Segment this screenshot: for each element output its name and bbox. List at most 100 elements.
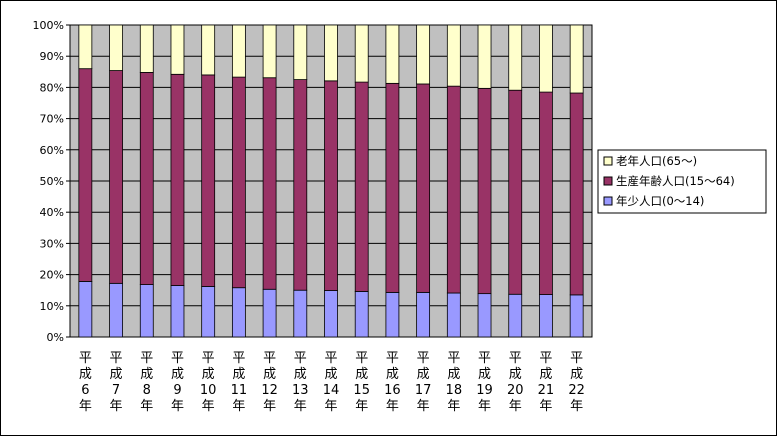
x-category-label-char: 成 — [294, 367, 307, 382]
bar-segment-series-0-cat-4 — [201, 286, 216, 338]
x-category-label-char: 年 — [447, 399, 460, 414]
bar-segment-series-1-cat-12 — [446, 85, 461, 294]
x-category-label-char: 平 — [324, 351, 337, 366]
x-category-label-char: 年 — [202, 399, 215, 414]
x-category-label-char: 平 — [355, 351, 368, 366]
x-category-label-char: 成 — [509, 367, 522, 382]
bar-segment-series-2-cat-6 — [262, 24, 277, 79]
bar-segment-series-2-cat-8 — [324, 24, 338, 82]
bar-segment-series-0-cat-1 — [109, 282, 123, 338]
bar-segment-series-2-cat-2 — [139, 24, 154, 73]
x-category-label-char: 成 — [447, 367, 460, 382]
bar-segment-series-2-cat-5 — [231, 24, 246, 78]
x-category-label-char: 成 — [79, 367, 92, 382]
x-category-label-char: 平 — [447, 351, 460, 366]
x-category-label-char: 平 — [171, 351, 184, 366]
y-tick-label: 60% — [40, 144, 64, 157]
bar-segment-series-2-cat-7 — [293, 24, 308, 80]
bar-segment-series-2-cat-9 — [354, 24, 369, 83]
x-category-label-char: 年 — [110, 399, 123, 414]
bar-segment-series-1-cat-0 — [78, 68, 93, 282]
bar-segment-series-1-cat-13 — [477, 87, 492, 295]
bar-segment-series-2-cat-16 — [569, 24, 584, 94]
bar-segment-series-0-cat-15 — [539, 294, 553, 338]
bar-segment-series-1-cat-2 — [139, 72, 154, 285]
bar-segment-series-1-cat-5 — [231, 76, 246, 289]
x-category-label-char: 17 — [415, 383, 432, 398]
x-category-label-char: 年 — [263, 399, 276, 414]
x-category-label-char: 成 — [539, 367, 552, 382]
x-category-label-char: 年 — [324, 399, 337, 414]
bar-segment-series-2-cat-4 — [201, 24, 216, 76]
x-category-label-char: 成 — [140, 367, 153, 382]
bar-segment-series-1-cat-16 — [569, 92, 584, 296]
y-tick-label: 30% — [40, 237, 64, 250]
bar-segment-series-0-cat-9 — [354, 291, 369, 338]
bar-segment-series-2-cat-10 — [385, 24, 400, 84]
y-tick-label: 50% — [40, 175, 64, 188]
y-tick-label: 10% — [40, 300, 64, 313]
bar-segment-series-2-cat-13 — [477, 24, 492, 89]
y-tick-label: 80% — [40, 81, 64, 94]
bar-segment-series-2-cat-15 — [539, 24, 553, 93]
x-category-label-char: 平 — [539, 351, 552, 366]
x-category-label-char: 平 — [478, 351, 491, 366]
bar-segment-series-0-cat-2 — [139, 284, 154, 338]
x-category-label-char: 10 — [200, 383, 217, 398]
x-category-label-char: 21 — [538, 383, 555, 398]
x-category-label-char: 平 — [509, 351, 522, 366]
bar-segment-series-2-cat-0 — [78, 24, 93, 70]
y-axis-tick-labels: 0% 10% 20% 30% 40% 50% 60% 70% 80% 90% 100% — [33, 19, 70, 344]
legend-box — [597, 149, 767, 214]
x-category-label-char: 年 — [140, 399, 153, 414]
x-category-label-char: 年 — [417, 399, 430, 414]
x-category-label-char: 成 — [386, 367, 399, 382]
x-category-label-char: 成 — [478, 367, 491, 382]
bar-segment-series-1-cat-15 — [539, 91, 553, 295]
x-category-label-char: 年 — [294, 399, 307, 414]
x-category-label-char: 成 — [171, 367, 184, 382]
x-category-label-char: 年 — [232, 399, 245, 414]
x-category-label-char: 11 — [231, 383, 248, 398]
bar-segment-series-0-cat-13 — [477, 293, 492, 338]
x-category-label-char: 年 — [355, 399, 368, 414]
x-category-label-char: 年 — [478, 399, 491, 414]
x-category-label-char: 成 — [232, 367, 245, 382]
x-category-label-char: 成 — [263, 367, 276, 382]
bar-segment-series-0-cat-12 — [446, 292, 461, 338]
bar-segment-series-0-cat-5 — [231, 287, 246, 338]
x-category-label-char: 9 — [173, 383, 181, 398]
x-category-label-char: 成 — [324, 367, 337, 382]
x-category-label-char: 成 — [570, 367, 583, 382]
bar-segment-series-0-cat-16 — [569, 294, 584, 338]
x-category-label-char: 22 — [568, 383, 585, 398]
plot-area — [69, 24, 593, 338]
x-category-label-char: 平 — [202, 351, 215, 366]
bar-segment-series-1-cat-9 — [354, 81, 369, 292]
bar-segment-series-1-cat-6 — [262, 77, 277, 290]
x-category-label-char: 平 — [417, 351, 430, 366]
x-category-label-char: 平 — [294, 351, 307, 366]
bar-segment-series-0-cat-6 — [262, 288, 277, 338]
x-category-label-char: 年 — [539, 399, 552, 414]
x-category-label-char: 18 — [446, 383, 463, 398]
bar-segment-series-0-cat-11 — [416, 291, 431, 338]
legend: 老年人口(65～) 生産年齢人口(15～64) 年少人口(0～14) — [597, 149, 767, 214]
x-category-label-char: 成 — [355, 367, 368, 382]
